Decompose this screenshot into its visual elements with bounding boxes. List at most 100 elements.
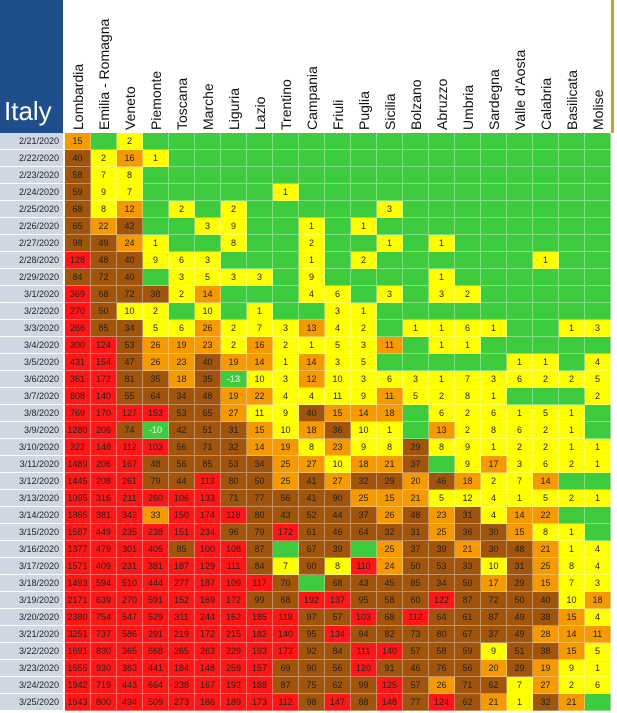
value-cell: 4 xyxy=(299,388,325,405)
value-cell xyxy=(247,286,273,303)
column-header: Veneto xyxy=(122,86,138,130)
value-cell: 172 xyxy=(273,643,299,660)
value-cell: 19 xyxy=(273,439,299,456)
value-cell xyxy=(559,473,585,490)
value-cell: 4 xyxy=(299,286,325,303)
value-cell: 2 xyxy=(91,150,117,167)
value-cell: 26 xyxy=(195,320,221,337)
value-cell: 29 xyxy=(507,575,533,592)
value-cell xyxy=(143,269,169,286)
value-cell: 56 xyxy=(325,660,351,677)
value-cell xyxy=(455,133,481,150)
value-cell: 42 xyxy=(117,218,143,235)
value-cell xyxy=(299,184,325,201)
value-cell: 6 xyxy=(169,320,195,337)
value-cell: 134 xyxy=(325,626,351,643)
value-cell xyxy=(585,218,611,235)
value-cell: 15 xyxy=(507,524,533,541)
value-cell: 32 xyxy=(221,439,247,456)
value-cell: 441 xyxy=(143,660,169,677)
value-cell xyxy=(403,405,429,422)
value-cell: 37 xyxy=(351,507,377,524)
value-cell: 1493 xyxy=(65,575,91,592)
value-cell: 65 xyxy=(65,218,91,235)
value-cell: 1 xyxy=(299,252,325,269)
row-date: 3/11/2020 xyxy=(0,456,63,473)
value-cell: 431 xyxy=(65,354,91,371)
row-date: 3/5/2020 xyxy=(0,354,63,371)
value-cell xyxy=(195,184,221,201)
value-cell xyxy=(585,473,611,490)
row-date: 3/13/2020 xyxy=(0,490,63,507)
value-cell: 2 xyxy=(221,201,247,218)
value-cell: 206 xyxy=(91,456,117,473)
gap xyxy=(63,337,65,354)
value-cell: 76 xyxy=(429,660,455,677)
value-cell: 1 xyxy=(377,422,403,439)
value-cell: 85 xyxy=(195,456,221,473)
value-cell xyxy=(273,269,299,286)
value-cell xyxy=(455,235,481,252)
value-cell: 80 xyxy=(247,507,273,524)
column-header: Trentino xyxy=(278,79,294,130)
value-cell: 14 xyxy=(247,439,273,456)
value-cell: 119 xyxy=(273,609,299,626)
value-cell xyxy=(533,150,559,167)
value-cell: 15 xyxy=(533,575,559,592)
gap xyxy=(63,422,65,439)
value-cell xyxy=(403,422,429,439)
value-cell xyxy=(403,201,429,218)
value-cell: 18 xyxy=(377,405,403,422)
value-cell: 1 xyxy=(585,456,611,473)
gap xyxy=(63,660,65,677)
value-cell xyxy=(221,184,247,201)
value-cell: 11 xyxy=(585,626,611,643)
value-cell: 14 xyxy=(351,405,377,422)
gap xyxy=(63,541,65,558)
value-cell xyxy=(559,133,585,150)
value-cell: 1 xyxy=(559,422,585,439)
value-cell xyxy=(481,269,507,286)
value-cell: 133 xyxy=(195,490,221,507)
value-cell: 81 xyxy=(117,371,143,388)
value-cell xyxy=(585,167,611,184)
row-date: 2/27/2020 xyxy=(0,235,63,252)
value-cell: 184 xyxy=(169,660,195,677)
value-cell: 2 xyxy=(221,320,247,337)
value-cell: 311 xyxy=(169,609,195,626)
value-cell: 38 xyxy=(533,609,559,626)
value-cell: 27 xyxy=(533,677,559,694)
value-cell xyxy=(247,218,273,235)
value-cell: 75 xyxy=(299,677,325,694)
value-cell xyxy=(585,150,611,167)
row-date: 3/14/2020 xyxy=(0,507,63,524)
value-cell: -10 xyxy=(143,422,169,439)
value-cell: 21 xyxy=(481,694,507,711)
value-cell: 45 xyxy=(377,575,403,592)
row-date: 2/28/2020 xyxy=(0,252,63,269)
value-cell: 1 xyxy=(533,354,559,371)
value-cell: 594 xyxy=(91,575,117,592)
value-cell: 30 xyxy=(481,541,507,558)
value-cell: 110 xyxy=(351,558,377,575)
value-cell: 72 xyxy=(91,269,117,286)
value-cell: 37 xyxy=(403,456,429,473)
value-cell xyxy=(299,303,325,320)
value-cell: 111 xyxy=(221,558,247,575)
value-cell: 12 xyxy=(455,490,481,507)
column-header: Lazio xyxy=(252,96,268,130)
value-cell xyxy=(533,337,559,354)
value-cell: 40 xyxy=(299,405,325,422)
value-cell: 52 xyxy=(299,507,325,524)
value-cell: 185 xyxy=(247,609,273,626)
value-cell: 55 xyxy=(117,388,143,405)
value-cell: 8 xyxy=(325,558,351,575)
value-cell: 443 xyxy=(117,677,143,694)
value-cell xyxy=(585,507,611,524)
value-cell xyxy=(247,252,273,269)
value-cell: 48 xyxy=(403,507,429,524)
value-cell: 5 xyxy=(403,388,429,405)
value-cell: 808 xyxy=(65,388,91,405)
value-cell: 15 xyxy=(247,422,273,439)
value-cell: 6 xyxy=(325,286,351,303)
